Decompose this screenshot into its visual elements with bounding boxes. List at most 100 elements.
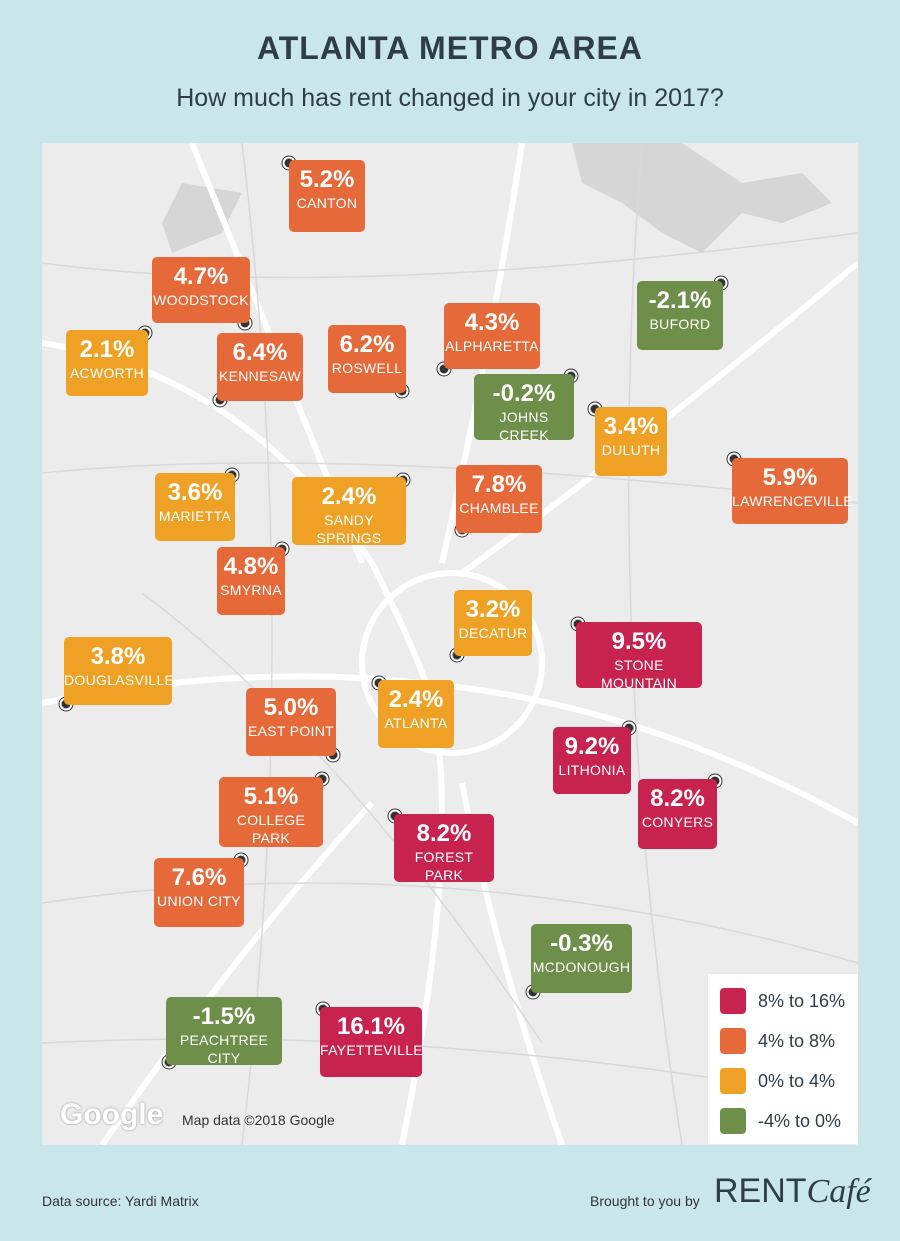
- data-source: Data source: Yardi Matrix: [42, 1193, 199, 1209]
- city-pct: 8.2%: [650, 785, 705, 812]
- city-label-duluth[interactable]: 3.4% DULUTH: [595, 407, 667, 476]
- city-pct: 6.2%: [339, 331, 395, 358]
- city-pct: 4.8%: [223, 553, 279, 580]
- city-label-east-point[interactable]: 5.0% EAST POINT: [246, 688, 336, 756]
- city-label-acworth[interactable]: 2.1% ACWORTH: [66, 330, 148, 396]
- city-name: SMYRNA: [220, 582, 282, 598]
- city-name: COLLEGE PARK: [236, 812, 306, 846]
- city-label-alpharetta[interactable]: 4.3% ALPHARETTA: [444, 303, 540, 369]
- city-pct: 7.8%: [471, 471, 527, 498]
- city-name: LITHONIA: [558, 762, 626, 778]
- city-name: FAYETTEVILLE: [320, 1042, 423, 1058]
- city-name: DECATUR: [458, 625, 528, 641]
- city-name: STONE MOUNTAIN: [600, 657, 678, 691]
- city-pct: 5.9%: [762, 464, 818, 491]
- city-label-forest-park[interactable]: 8.2% FOREST PARK: [394, 814, 494, 883]
- city-pct: -0.2%: [492, 380, 556, 407]
- city-pct: 8.2%: [416, 820, 472, 847]
- city-label-stone-mountain[interactable]: 9.5% STONE MOUNTAIN: [576, 622, 702, 691]
- city-pct: 5.2%: [299, 166, 355, 193]
- city-pct: 7.6%: [171, 864, 227, 891]
- page-subtitle: How much has rent changed in your city i…: [176, 84, 724, 112]
- city-pct: 9.5%: [611, 628, 667, 655]
- city-name: LAWRENCEVILLE: [732, 493, 853, 509]
- legend-label: -4% to 0%: [758, 1111, 842, 1131]
- city-label-smyrna[interactable]: 4.8% SMYRNA: [217, 547, 285, 615]
- city-pct: 2.1%: [79, 336, 135, 363]
- city-name: UNION CITY: [157, 893, 241, 909]
- city-pct: 6.4%: [232, 339, 288, 366]
- city-label-fayetteville[interactable]: 16.1% FAYETTEVILLE: [320, 1007, 423, 1077]
- city-name: ROSWELL: [331, 360, 403, 376]
- city-label-lithonia[interactable]: 9.2% LITHONIA: [553, 727, 631, 794]
- city-name: SANDY SPRINGS: [316, 512, 382, 546]
- legend-swatch: [720, 1028, 746, 1054]
- city-name: DOUGLASVILLE: [64, 672, 175, 688]
- city-label-peachtree-city[interactable]: -1.5% PEACHTREE CITY: [166, 997, 282, 1066]
- city-label-atlanta[interactable]: 2.4% ATLANTA: [378, 680, 454, 748]
- city-label-douglasville[interactable]: 3.8% DOUGLASVILLE: [64, 637, 175, 705]
- city-name: CANTON: [296, 195, 358, 211]
- city-label-buford[interactable]: -2.1% BUFORD: [637, 281, 723, 350]
- city-name: FOREST PARK: [414, 849, 474, 883]
- rentcafe-logo[interactable]: RENTCafé: [714, 1172, 871, 1211]
- google-logo: Google: [60, 1098, 164, 1131]
- city-label-mcdonough[interactable]: -0.3% MCDONOUGH: [531, 924, 632, 993]
- legend: 8% to 16% 4% to 8% 0% to 4% -4% to 0%: [708, 974, 858, 1144]
- city-name: EAST POINT: [248, 723, 334, 739]
- city-name: CHAMBLEE: [459, 500, 539, 516]
- city-pct: 3.6%: [167, 479, 223, 506]
- legend-swatch: [720, 1108, 746, 1134]
- city-name: BUFORD: [649, 316, 711, 332]
- page-title: ATLANTA METRO AREA: [257, 30, 643, 66]
- city-name: ACWORTH: [69, 365, 145, 381]
- city-pct: -2.1%: [648, 287, 712, 314]
- brand-rent: RENT: [714, 1172, 807, 1210]
- city-name: PEACHTREE CITY: [179, 1032, 269, 1066]
- city-pct: 3.4%: [603, 413, 659, 440]
- city-name: WOODSTOCK: [153, 292, 249, 308]
- city-pct: 4.7%: [173, 263, 229, 290]
- city-label-sandy-springs[interactable]: 2.4% SANDY SPRINGS: [292, 477, 406, 546]
- map-area[interactable]: 5.2% CANTON 4.7% WOODSTOCK 2.1% ACWORTH …: [42, 143, 858, 1145]
- city-pct: -0.3%: [550, 930, 613, 957]
- city-name: MCDONOUGH: [532, 959, 631, 975]
- brought-by: Brought to you by: [590, 1193, 700, 1209]
- city-pct: 2.4%: [388, 686, 444, 713]
- city-pct: 3.8%: [90, 643, 146, 670]
- city-label-woodstock[interactable]: 4.7% WOODSTOCK: [152, 257, 250, 323]
- city-pct: 16.1%: [336, 1013, 406, 1040]
- city-label-college-park[interactable]: 5.1% COLLEGE PARK: [219, 777, 323, 847]
- city-label-chamblee[interactable]: 7.8% CHAMBLEE: [456, 465, 542, 533]
- city-name: CONYERS: [641, 814, 714, 830]
- city-name: ALPHARETTA: [445, 338, 539, 354]
- city-label-union-city[interactable]: 7.6% UNION CITY: [154, 858, 244, 927]
- city-name: MARIETTA: [158, 508, 232, 524]
- city-name: ATLANTA: [384, 715, 448, 731]
- city-label-roswell[interactable]: 6.2% ROSWELL: [328, 325, 406, 393]
- city-pct: 5.1%: [243, 783, 299, 810]
- brand-cafe: Café: [806, 1173, 871, 1210]
- legend-swatch: [720, 1068, 746, 1094]
- city-label-decatur[interactable]: 3.2% DECATUR: [454, 590, 532, 656]
- legend-label: 0% to 4%: [758, 1071, 836, 1091]
- city-pct: 9.2%: [564, 733, 620, 760]
- city-label-canton[interactable]: 5.2% CANTON: [289, 160, 365, 232]
- city-label-kennesaw[interactable]: 6.4% KENNESAW: [217, 333, 303, 401]
- city-label-marietta[interactable]: 3.6% MARIETTA: [155, 473, 235, 541]
- city-label-lawrenceville[interactable]: 5.9% LAWRENCEVILLE: [732, 458, 853, 524]
- city-name: DULUTH: [601, 442, 661, 458]
- city-name: JOHNS CREEK: [499, 409, 549, 443]
- city-pct: 3.2%: [465, 596, 521, 623]
- city-pct: -1.5%: [192, 1003, 256, 1030]
- city-label-conyers[interactable]: 8.2% CONYERS: [638, 779, 717, 849]
- city-label-johns-creek[interactable]: -0.2% JOHNS CREEK: [474, 374, 574, 443]
- map-credit[interactable]: Map data ©2018 Google: [182, 1112, 335, 1128]
- city-pct: 4.3%: [464, 309, 520, 336]
- legend-label: 4% to 8%: [758, 1031, 836, 1051]
- city-pct: 5.0%: [263, 694, 319, 721]
- legend-swatch: [720, 988, 746, 1014]
- city-pct: 2.4%: [321, 483, 377, 510]
- legend-label: 8% to 16%: [758, 991, 846, 1011]
- city-name: KENNESAW: [218, 368, 301, 384]
